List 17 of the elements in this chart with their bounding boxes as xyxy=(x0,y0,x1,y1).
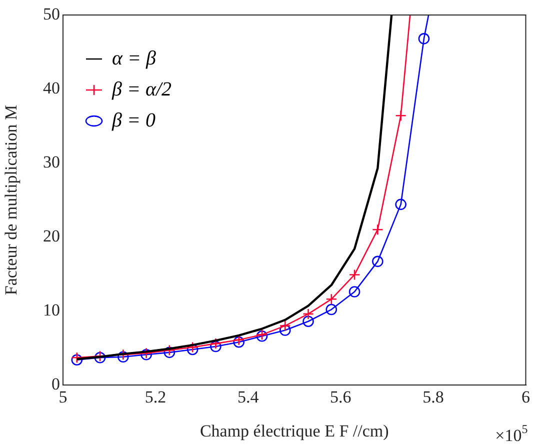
x-tick-label: 6 xyxy=(522,388,530,407)
x-tick-label: 5.6 xyxy=(330,388,352,407)
x-tick-label: 5.4 xyxy=(237,388,260,407)
y-tick-label: 10 xyxy=(43,300,60,320)
y-tick-label: 20 xyxy=(43,226,60,246)
y-axis-title: Facteur de multiplication M xyxy=(2,104,21,296)
y-tick-label: 40 xyxy=(43,78,60,98)
legend-label: β = 0 xyxy=(111,109,156,132)
legend-label: α = β xyxy=(112,47,156,70)
x-axis-title: Champ électrique E F //cm) xyxy=(200,421,389,440)
y-tick-label: 0 xyxy=(52,374,60,394)
y-tick-label: 50 xyxy=(43,4,60,24)
legend-label: β = α/2 xyxy=(111,78,172,100)
y-tick-label: 30 xyxy=(43,152,60,172)
x-tick-label: 5 xyxy=(58,388,68,407)
x-tick-label: 5.8 xyxy=(422,388,444,407)
x-tick-label: 5.2 xyxy=(144,388,166,407)
